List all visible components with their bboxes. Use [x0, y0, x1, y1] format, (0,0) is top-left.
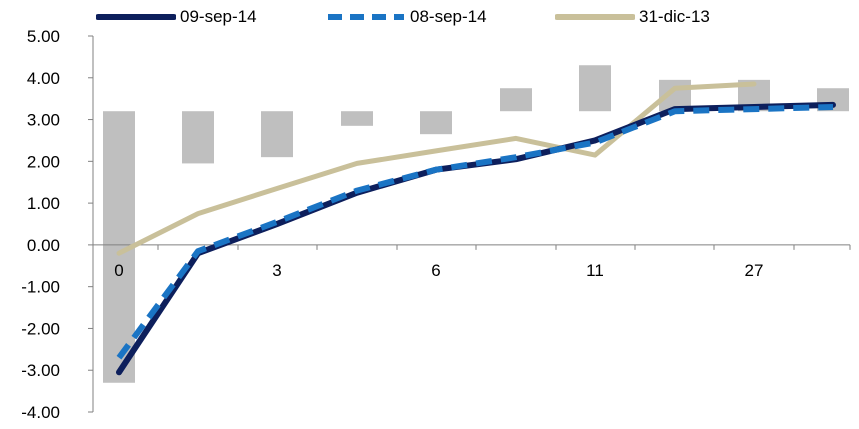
legend-swatch-series-3 [555, 14, 635, 20]
x-tick-label-0: 0 [114, 261, 123, 280]
axes-layer [88, 35, 851, 413]
legend-label-series-3: 31-dic-13 [639, 7, 710, 26]
legend-item-series-1: 09-sep-14 [96, 4, 257, 30]
bars-layer [103, 65, 849, 383]
chart-legend: 09-sep-14 08-sep-14 31-dic-13 [0, 4, 859, 30]
x-tick-label-2: 6 [431, 261, 440, 280]
lines-layer [116, 81, 836, 376]
bar-3 [341, 111, 373, 126]
labels-layer: 5.00 4.00 3.00 2.00 1.00 0.00 -1.00 -2.00 -3.00 -… [21, 27, 763, 422]
series-line-3 [116, 81, 757, 256]
x-tick-label-3: 11 [586, 261, 604, 280]
x-tick-label-4: 27 [745, 261, 764, 280]
y-tick-label-0: 5.00 [27, 27, 60, 46]
y-tick-label-2: 3.00 [27, 111, 60, 130]
legend-item-series-2: 08-sep-14 [326, 4, 487, 30]
x-tick-label-1: 3 [272, 261, 281, 280]
y-tick-label-3: 2.00 [27, 152, 60, 171]
legend-label-series-2: 08-sep-14 [410, 7, 487, 26]
y-tick-label-7: -2.00 [21, 319, 60, 338]
bar-6 [579, 65, 611, 112]
y-tick-label-9: -4.00 [21, 403, 60, 422]
bar-4 [420, 111, 452, 135]
bar-5 [500, 88, 532, 112]
y-tick-label-1: 4.00 [27, 69, 60, 88]
y-tick-label-4: 1.00 [27, 194, 60, 213]
y-tick-label-6: -1.00 [21, 278, 60, 297]
y-tick-label-8: -3.00 [21, 361, 60, 380]
legend-swatch-series-2 [328, 14, 404, 20]
bar-2 [261, 111, 293, 158]
legend-item-series-3: 31-dic-13 [555, 4, 710, 30]
bar-1 [182, 111, 214, 164]
y-tick-label-5: 0.00 [27, 236, 60, 255]
legend-label-series-1: 09-sep-14 [180, 7, 257, 26]
series-line-1 [116, 101, 836, 376]
legend-swatch-series-1 [96, 14, 176, 20]
